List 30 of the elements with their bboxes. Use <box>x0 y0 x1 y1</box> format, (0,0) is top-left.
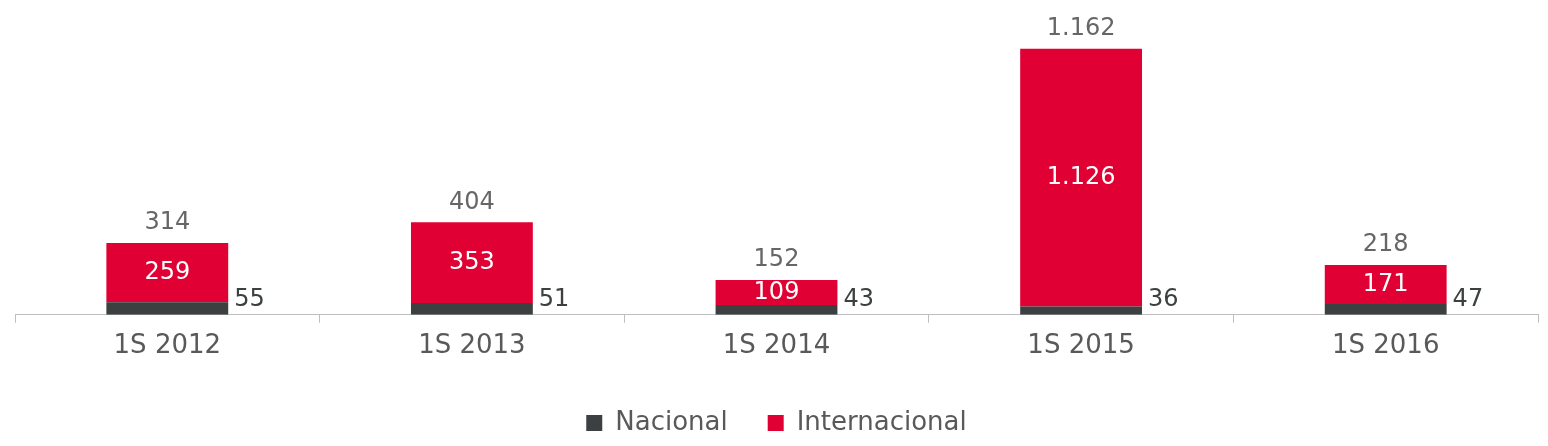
total-label: 314 <box>144 207 191 236</box>
total-label: 404 <box>448 186 495 215</box>
x-tick-label: 1S 2015 <box>1027 329 1135 360</box>
data-label: 43 <box>843 284 874 313</box>
bar <box>410 222 533 304</box>
bar <box>1324 264 1447 305</box>
data-label: 55 <box>234 284 265 313</box>
data-label: 36 <box>1148 284 1179 313</box>
bar <box>1324 304 1447 315</box>
data-label: 259 <box>144 256 191 285</box>
data-label: 171 <box>1362 268 1409 297</box>
data-label: 353 <box>448 246 495 275</box>
x-tick-label: 1S 2012 <box>113 329 222 360</box>
x-tick-label: 1S 2013 <box>418 329 526 360</box>
total-label: 1.162 <box>1046 12 1116 41</box>
data-label: 1.126 <box>1046 161 1116 190</box>
data-label: 51 <box>538 284 570 313</box>
x-tick-label: 1S 2016 <box>1331 329 1440 360</box>
data-label: 47 <box>1452 284 1484 313</box>
legend-label: Nacional <box>615 405 728 436</box>
total-label: 218 <box>1362 229 1409 258</box>
bar <box>410 303 533 315</box>
legend-label: Internacional <box>796 405 967 436</box>
x-tick-label: 1S 2014 <box>722 329 831 360</box>
bar <box>715 304 838 315</box>
data-label: 109 <box>753 276 800 305</box>
bar <box>106 242 229 303</box>
bar <box>106 302 229 315</box>
bar <box>1020 48 1143 307</box>
total-label: 152 <box>753 244 800 273</box>
